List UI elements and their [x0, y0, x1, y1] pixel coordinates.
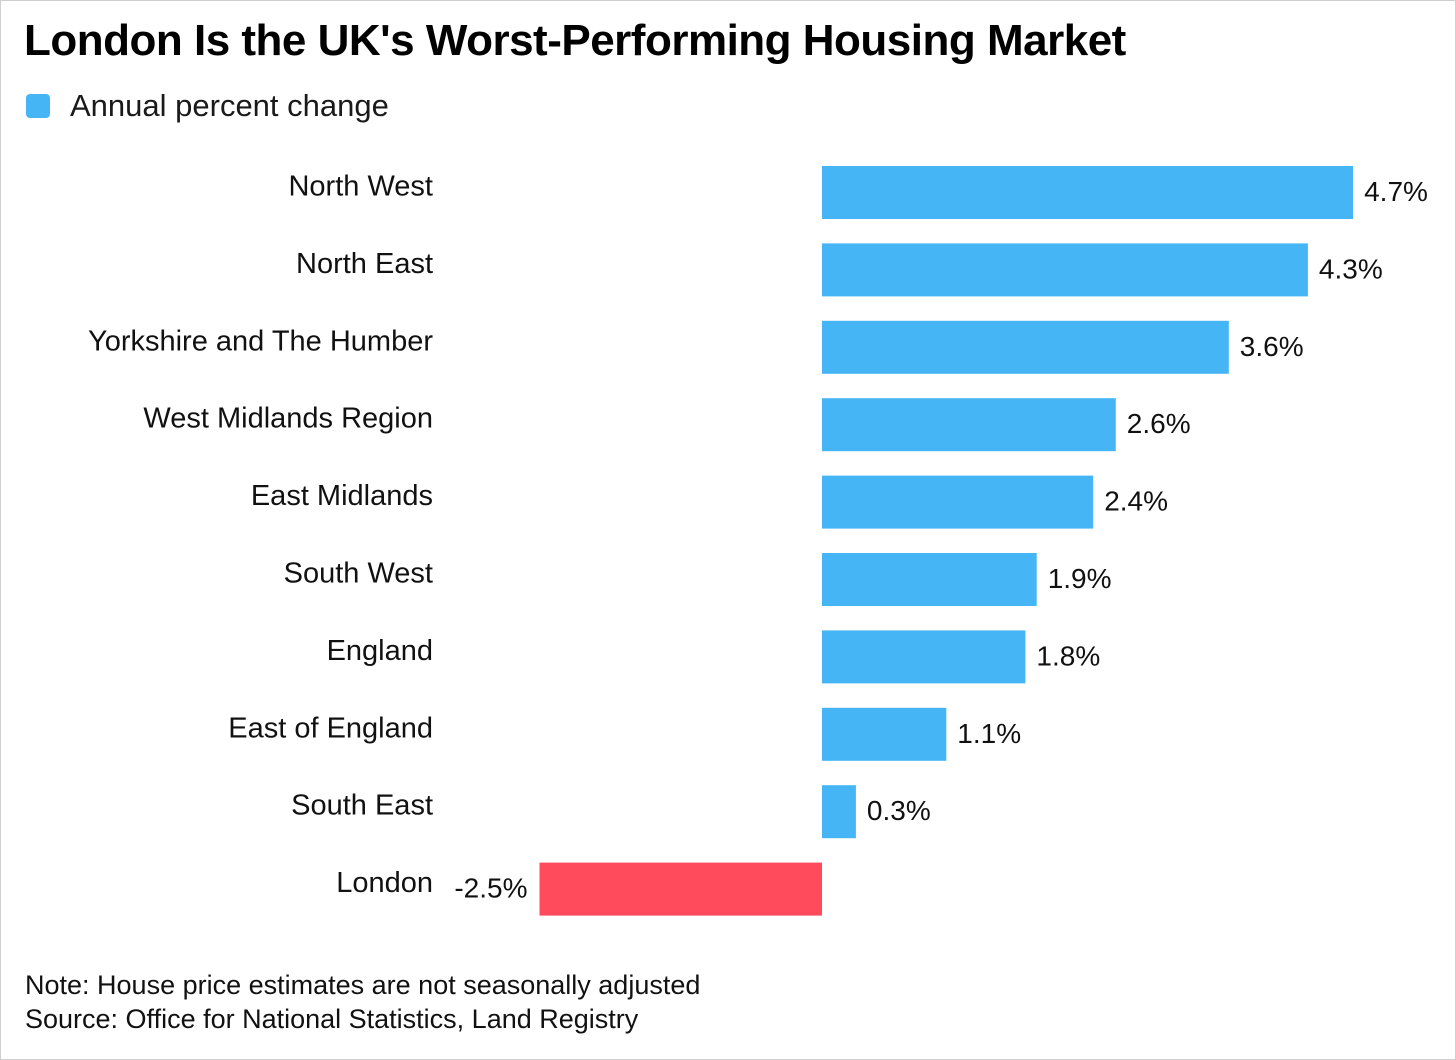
chart-footer: Note: House price estimates are not seas…: [25, 968, 700, 1036]
bar: [822, 166, 1354, 219]
value-label: 2.4%: [1104, 486, 1168, 517]
footer-source: Source: Office for National Statistics, …: [25, 1004, 639, 1034]
bar: [822, 630, 1026, 684]
chart-title: London Is the UK's Worst-Performing Hous…: [24, 16, 1126, 65]
legend: Annual percent change: [26, 86, 389, 126]
value-label: 2.6%: [1127, 408, 1191, 439]
category-label: England: [327, 635, 433, 667]
bar: [822, 398, 1116, 452]
value-label: 4.7%: [1364, 176, 1428, 207]
bar: [822, 243, 1308, 297]
category-label: North East: [296, 248, 433, 280]
category-label: Yorkshire and The Humber: [88, 325, 433, 357]
value-label: 3.6%: [1240, 331, 1304, 362]
bar: [822, 553, 1037, 606]
value-label: -2.5%: [454, 873, 527, 904]
bar: [822, 707, 947, 761]
footer-note: Note: House price estimates are not seas…: [25, 970, 701, 1000]
category-label: West Midlands Region: [143, 403, 433, 435]
category-label: East of England: [228, 712, 433, 744]
category-label: London: [336, 867, 433, 899]
bar: [822, 475, 1094, 529]
bar: [822, 320, 1229, 374]
value-label: 1.9%: [1048, 563, 1112, 594]
category-label: East Midlands: [251, 480, 433, 512]
value-label: 1.1%: [957, 718, 1021, 749]
value-label: 0.3%: [867, 795, 931, 826]
bar-chart: North West 4.7% North East 4.3% Yorkshire an…: [88, 166, 1428, 916]
bar: [539, 862, 822, 916]
value-label: 4.3%: [1319, 253, 1383, 284]
legend-swatch: [26, 94, 50, 118]
category-label: South West: [284, 558, 433, 590]
value-label: 1.8%: [1036, 640, 1100, 671]
legend-label: Annual percent change: [70, 88, 389, 123]
bar: [822, 785, 856, 839]
category-label: North West: [288, 171, 433, 203]
category-label: South East: [291, 790, 433, 822]
